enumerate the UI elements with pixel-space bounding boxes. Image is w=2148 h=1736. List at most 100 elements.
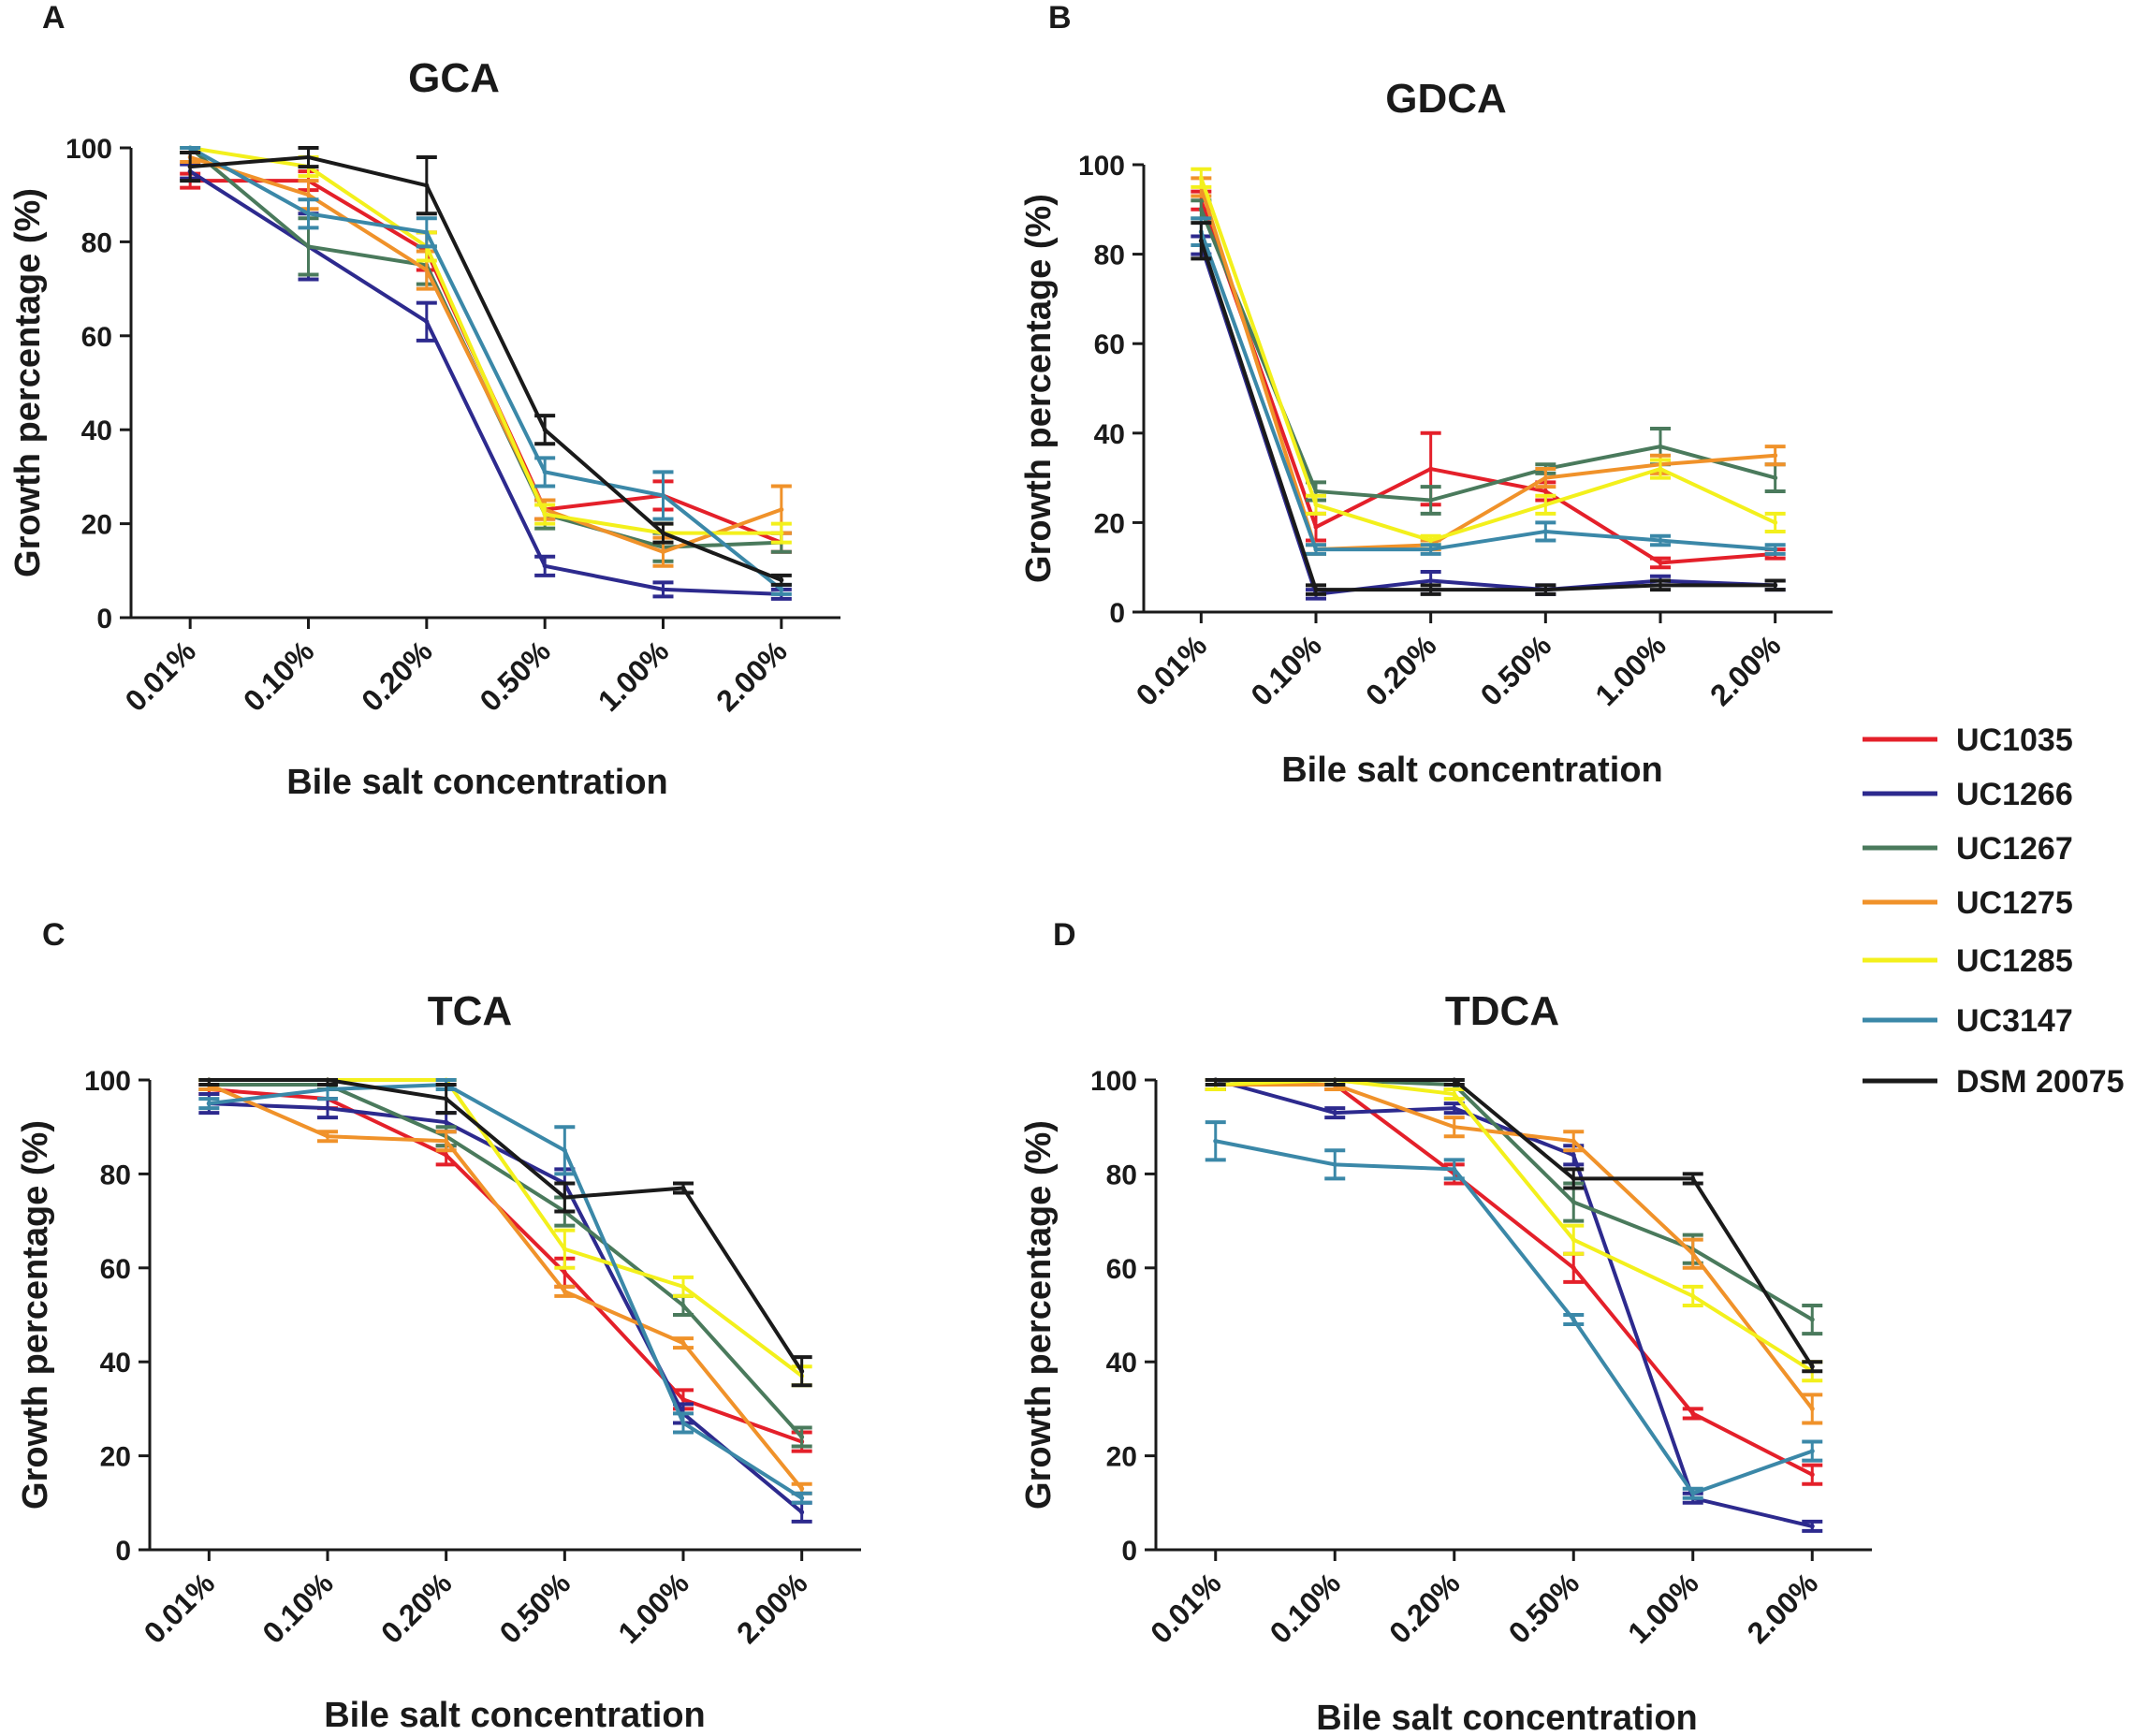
- data-point: [799, 1486, 805, 1492]
- data-point: [1332, 1077, 1337, 1083]
- data-point: [1690, 1251, 1696, 1257]
- series-dsm-20075: [1191, 221, 1786, 596]
- y-tick-label: 0: [1121, 1536, 1137, 1567]
- data-point: [1332, 1110, 1337, 1116]
- data-point: [206, 1077, 212, 1083]
- series-line: [209, 1083, 803, 1500]
- panel-letter: A: [42, 0, 66, 36]
- x-tick-label: 2.00%: [730, 1566, 814, 1650]
- series-uc1275: [1191, 176, 1786, 556]
- data-point: [1313, 489, 1319, 494]
- data-point: [1428, 578, 1434, 584]
- panel-letter: C: [42, 917, 66, 953]
- x-tick-label: 0.01%: [1144, 1566, 1228, 1650]
- data-point: [661, 549, 665, 555]
- series-line: [189, 146, 783, 591]
- data-point: [1542, 587, 1548, 592]
- data-point: [1542, 502, 1548, 507]
- data-point: [1428, 587, 1434, 592]
- series-line: [208, 1083, 804, 1491]
- data-point: [1428, 466, 1434, 472]
- series-uc1035: [1205, 1078, 1823, 1486]
- series-uc3147: [198, 1078, 812, 1505]
- y-tick-label: 40: [100, 1348, 131, 1379]
- data-point: [1571, 1265, 1576, 1271]
- series-line: [1199, 199, 1775, 565]
- data-point: [1213, 1138, 1219, 1144]
- series-line: [1215, 1078, 1814, 1321]
- data-point: [1690, 1293, 1696, 1299]
- data-point: [1809, 1406, 1815, 1411]
- data-point: [680, 1284, 686, 1290]
- data-point: [424, 268, 430, 273]
- data-point: [1809, 1449, 1815, 1454]
- series-uc1285: [1205, 1077, 1823, 1383]
- series-line: [1215, 1139, 1813, 1495]
- series-line: [1199, 177, 1776, 543]
- x-tick-label: 0.50%: [493, 1566, 577, 1650]
- legend-label-uc1275: UC1275: [1956, 885, 2073, 921]
- data-point: [1690, 1410, 1696, 1416]
- data-point: [680, 1396, 686, 1402]
- legend-label-uc1035: UC1035: [1956, 722, 2073, 758]
- x-tick-label: 1.00%: [592, 634, 676, 718]
- data-point: [1542, 489, 1548, 494]
- y-axis-label: Growth percentage (%): [1019, 1120, 1059, 1510]
- series-line: [209, 1101, 803, 1514]
- data-point: [325, 1087, 330, 1092]
- series-uc1285: [1191, 167, 1786, 547]
- x-tick-label: 0.20%: [1382, 1566, 1467, 1650]
- x-tick-label: 0.10%: [1264, 1566, 1348, 1650]
- x-tick-label: 2.00%: [1741, 1566, 1825, 1650]
- legend-label-uc1266: UC1266: [1956, 777, 2073, 812]
- data-point: [680, 1420, 686, 1425]
- data-point: [1313, 502, 1319, 507]
- legend-label-uc1285: UC1285: [1956, 943, 2073, 979]
- y-tick-label: 20: [100, 1442, 131, 1473]
- data-point: [1198, 207, 1204, 212]
- y-tick-label: 60: [81, 322, 112, 353]
- data-point: [1773, 475, 1778, 481]
- legend: UC1035 UC1266 UC1267 UC1275 UC1285 UC314…: [1863, 722, 2125, 1100]
- data-point: [1658, 560, 1663, 565]
- series-line: [1215, 1078, 1814, 1368]
- data-point: [779, 587, 784, 592]
- data-point: [1452, 1124, 1457, 1130]
- data-point: [562, 1289, 567, 1294]
- panel-letter: B: [1048, 0, 1072, 36]
- y-tick-label: 20: [1106, 1442, 1137, 1473]
- y-tick-label: 0: [1109, 598, 1125, 629]
- data-point: [1809, 1524, 1815, 1529]
- x-tick-label: 1.00%: [1588, 628, 1673, 712]
- series-line: [1215, 1078, 1813, 1528]
- data-point: [444, 1138, 449, 1144]
- data-point: [206, 1101, 212, 1106]
- series-uc1267: [1205, 1077, 1823, 1336]
- data-point: [1571, 1200, 1576, 1205]
- series-line: [190, 179, 782, 545]
- y-tick-label: 100: [1090, 1066, 1137, 1097]
- y-tick-label: 100: [1078, 151, 1125, 182]
- series-uc1275: [1205, 1078, 1823, 1425]
- data-point: [680, 1303, 686, 1308]
- y-tick-label: 40: [1106, 1348, 1137, 1379]
- data-point: [1809, 1472, 1815, 1478]
- data-point: [661, 492, 665, 498]
- data-point: [1213, 1077, 1219, 1083]
- x-tick-label: 1.00%: [1621, 1566, 1705, 1650]
- legend-label-dsm20075: DSM 20075: [1956, 1064, 2125, 1100]
- y-tick-label: 100: [84, 1066, 131, 1097]
- x-tick-label: 0.20%: [355, 634, 439, 718]
- x-tick-label: 0.50%: [1502, 1566, 1586, 1650]
- panel-b: B GDCA 0 20 40 60 80 100 0.01% 0.10% 0.20% 0.50% 1.0…: [1019, 0, 1833, 790]
- data-point: [779, 507, 784, 513]
- data-point: [1571, 1175, 1576, 1181]
- series-uc1275: [198, 1078, 812, 1495]
- series-line: [189, 169, 782, 596]
- y-tick-label: 100: [66, 134, 112, 165]
- series-line: [189, 155, 782, 554]
- data-point: [779, 531, 784, 536]
- data-point: [1571, 1152, 1576, 1158]
- data-point: [680, 1340, 686, 1346]
- panel-letter: D: [1053, 917, 1076, 953]
